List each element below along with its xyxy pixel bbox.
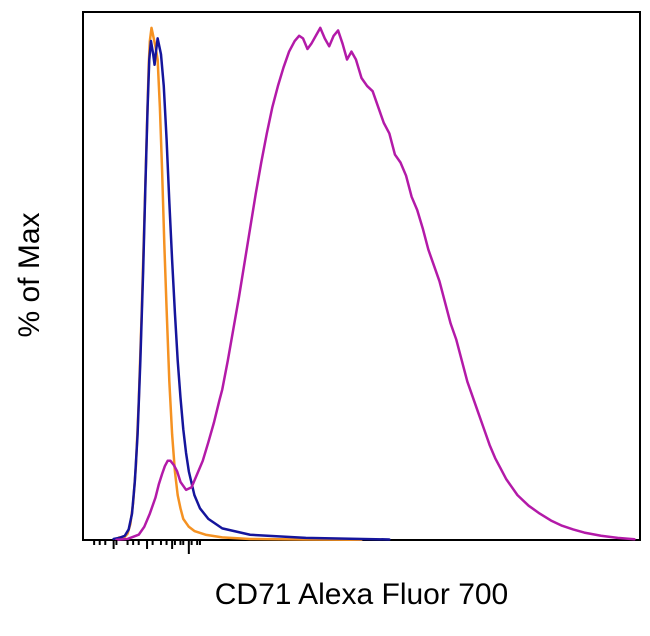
chart-container: % of Max CD71 Alexa Fluor 700 [0,0,650,636]
histogram-chart [0,0,650,636]
series-magenta [116,28,634,540]
series-blue [114,38,390,539]
